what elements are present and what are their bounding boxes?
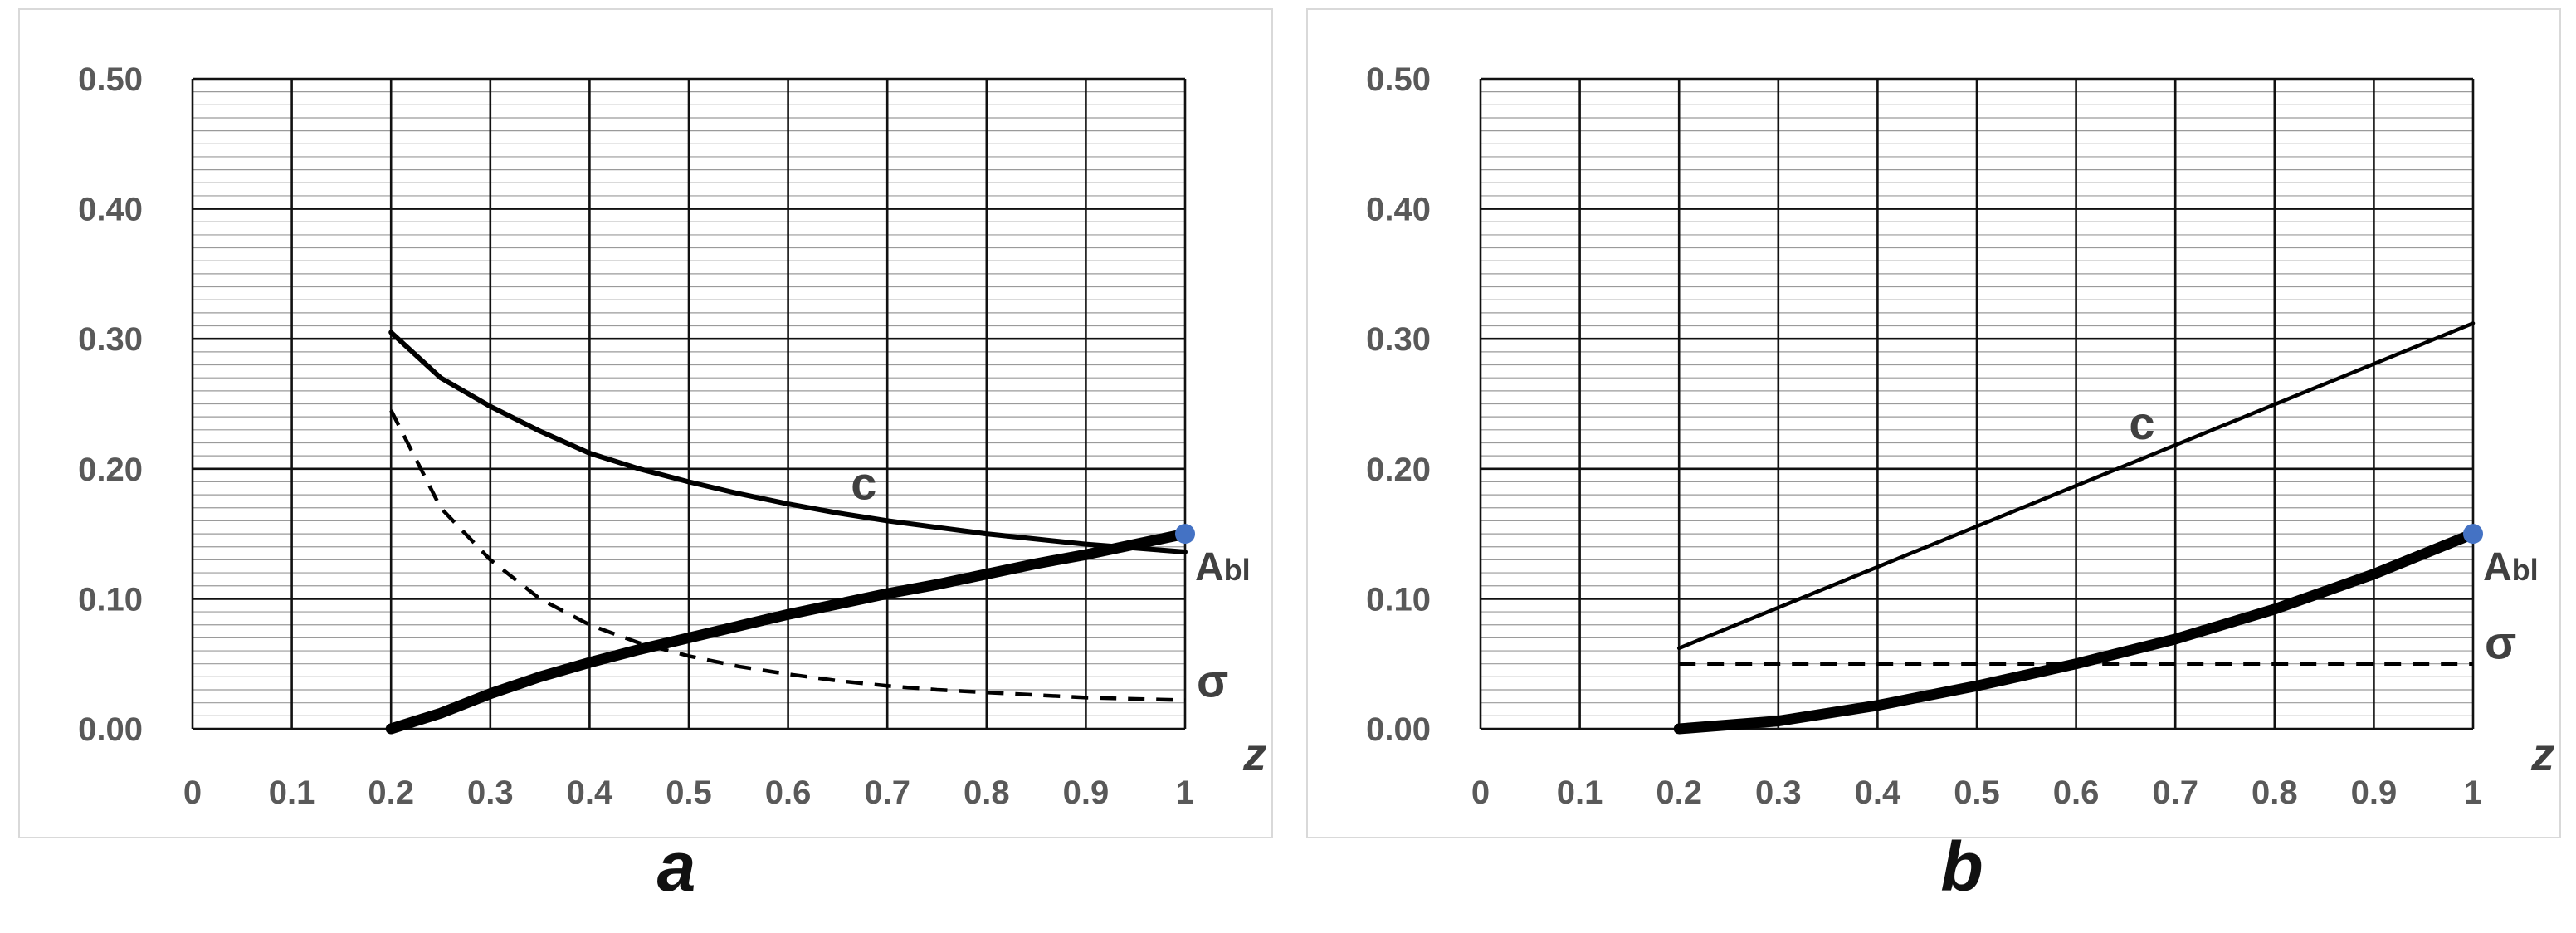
x-tick-label: 0.4 — [567, 774, 613, 811]
y-tick-label: 0.40 — [78, 192, 143, 228]
x-tick-label: 0.5 — [1954, 774, 2000, 811]
panel-label-a: a — [656, 828, 696, 906]
x-tick-label: 0.2 — [1656, 774, 1702, 811]
chart-panel-b: 0.00 0.10 0.20 0.30 0.40 0.50 0 0.1 0.2 0.3 0.4 0.5… — [1288, 0, 2576, 933]
chart-a-plot: 0.00 0.10 0.20 0.30 0.40 0.50 0 0.1 0.2 0.3 0.4 0.5… — [78, 61, 1266, 811]
x-tick-label: 1 — [1176, 774, 1194, 811]
y-tick-label: 0.00 — [78, 711, 143, 748]
series-line-thick — [1673, 528, 2479, 735]
y-tick-label: 0.20 — [78, 452, 143, 488]
x-tick-label: 0.7 — [864, 774, 910, 811]
x-tick-label: 0.9 — [1063, 774, 1110, 811]
chart-panel-a: 0.00 0.10 0.20 0.30 0.40 0.50 0 0.1 0.2 0.3 0.4 0.5… — [18, 8, 1273, 906]
x-tick-label: 0.8 — [964, 774, 1010, 811]
point-marker — [1175, 524, 1195, 545]
x-tick-label: 0.5 — [666, 774, 712, 811]
panel-label-b: b — [1940, 828, 1983, 906]
x-tick-label: 0.7 — [2152, 774, 2198, 811]
series-label-sigma: σ — [1197, 655, 1228, 707]
y-tick-label: 0.30 — [78, 321, 143, 358]
x-tick-label: 1 — [2464, 774, 2482, 811]
y-tick-label: 0.30 — [1366, 321, 1431, 358]
series-line-sigma — [389, 409, 1186, 702]
chart-b-plot: 0.00 0.10 0.20 0.30 0.40 0.50 0 0.1 0.2 0.3 0.4 0.5… — [1366, 61, 2554, 811]
x-tick-label: 0.6 — [765, 774, 812, 811]
grid — [1479, 77, 2475, 730]
x-tick-label: 0.6 — [2053, 774, 2100, 811]
x-tick-label: 0 — [1471, 774, 1490, 811]
x-tick-label: 0 — [183, 774, 202, 811]
x-tick-label: 0.2 — [368, 774, 414, 811]
x-axis-label: z — [2530, 728, 2554, 780]
x-tick-label: 0.1 — [269, 774, 315, 811]
y-tick-label: 0.10 — [1366, 581, 1431, 618]
x-axis-label: z — [1242, 728, 1266, 780]
x-tick-label: 0.9 — [2351, 774, 2398, 811]
series-label-c: c — [2129, 397, 2154, 449]
series-line-c — [388, 330, 1188, 554]
y-tick-label: 0.00 — [1366, 711, 1431, 748]
series-label-sigma: σ — [2485, 617, 2516, 669]
y-tick-label: 0.50 — [78, 61, 143, 98]
y-tick-label: 0.50 — [1366, 61, 1431, 98]
point-marker — [2463, 524, 2483, 545]
panel-border — [1306, 8, 2561, 838]
x-tick-label: 0.8 — [2252, 774, 2298, 811]
panel-border — [18, 8, 1273, 838]
x-tick-label: 0.4 — [1855, 774, 1901, 811]
x-tick-label: 0.3 — [1755, 774, 1802, 811]
x-tick-label: 0.3 — [467, 774, 514, 811]
series-line-thick — [385, 528, 1191, 735]
series-label-c: c — [851, 457, 876, 510]
x-tick-label: 0.1 — [1557, 774, 1603, 811]
y-tick-label: 0.20 — [1366, 452, 1431, 488]
y-tick-label: 0.10 — [78, 581, 143, 618]
y-tick-label: 0.40 — [1366, 192, 1431, 228]
series-line-c — [1676, 321, 2476, 651]
point-label: Abl — [1195, 545, 1251, 589]
point-label: Abl — [2483, 545, 2539, 589]
grid — [191, 77, 1187, 730]
